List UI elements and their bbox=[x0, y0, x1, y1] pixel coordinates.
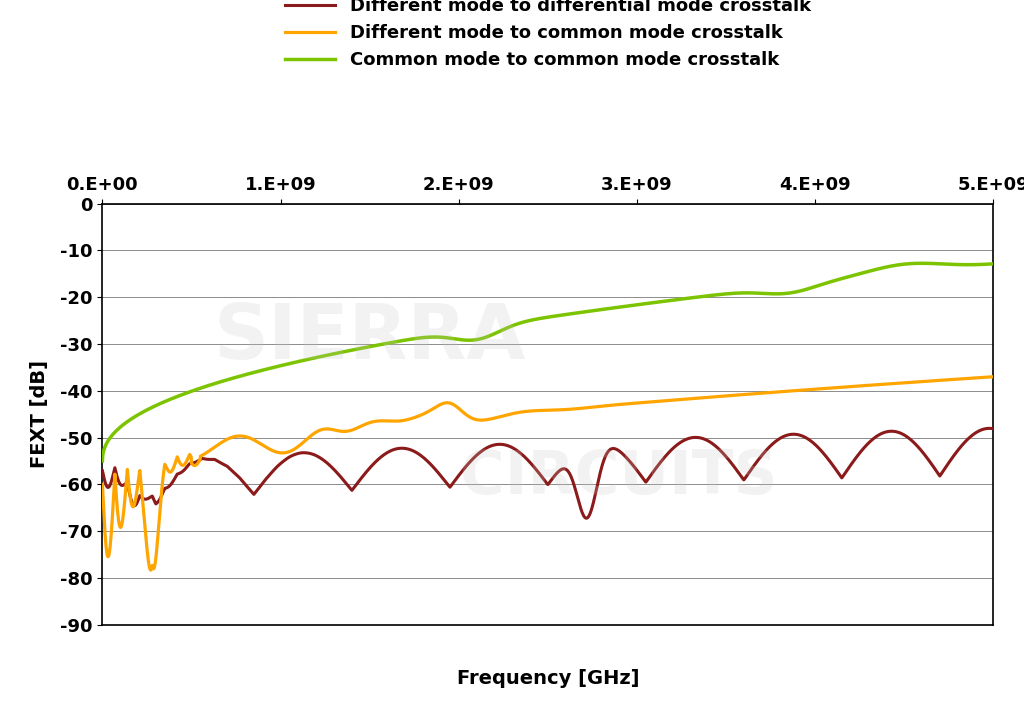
Text: CIRCUITS: CIRCUITS bbox=[461, 448, 778, 507]
Legend: Different mode to differential mode crosstalk, Different mode to common mode cro: Different mode to differential mode cros… bbox=[278, 0, 818, 77]
Text: Frequency [GHz]: Frequency [GHz] bbox=[457, 669, 639, 688]
Y-axis label: FEXT [dB]: FEXT [dB] bbox=[30, 360, 49, 468]
Text: SIERRA: SIERRA bbox=[213, 301, 526, 376]
